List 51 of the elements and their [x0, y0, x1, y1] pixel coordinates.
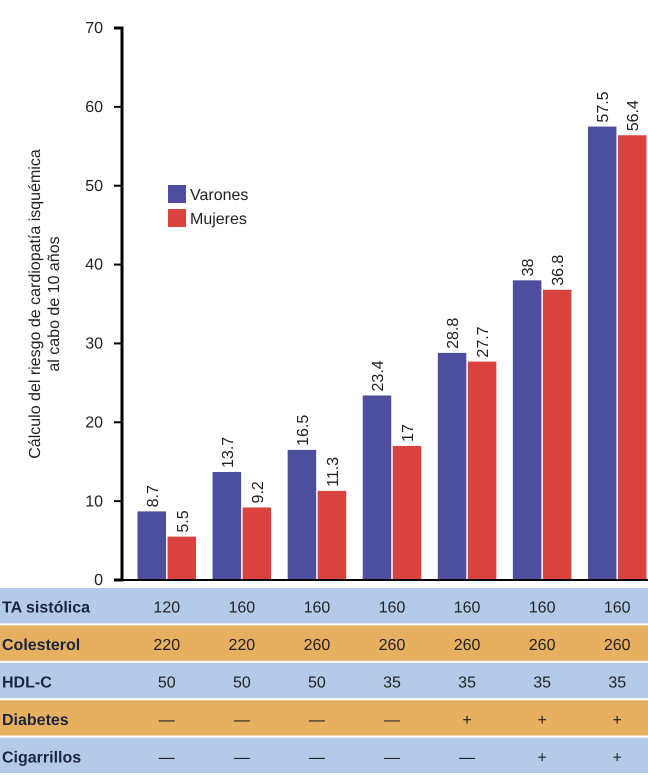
data-label: 38 [520, 258, 538, 276]
data-label: 27.7 [475, 326, 492, 358]
y-tick-label: 20 [85, 414, 104, 432]
text: Cigarrillos [2, 749, 82, 766]
data-label: 17 [400, 424, 418, 442]
category-label: 160 260 35 + + [604, 600, 631, 766]
category-label: 120 220 50 — — [153, 600, 180, 766]
bar [618, 135, 646, 580]
bar [318, 490, 346, 580]
y-tick-label: 40 [85, 256, 104, 274]
data-label: 57.5 [595, 91, 612, 123]
y-axis-title: Cálculo del riesgo de cardiopatía isquémica al cabo de 10 años [27, 149, 63, 459]
bar [438, 352, 466, 580]
legend-label: Varones [190, 187, 248, 204]
data-label: 28.8 [445, 318, 462, 349]
bar [542, 290, 572, 580]
data-label: 13.7 [220, 436, 237, 468]
bar [168, 536, 196, 580]
y-tick-label: 60 [85, 98, 104, 116]
bar [242, 507, 272, 580]
data-label: 8.7 [144, 485, 162, 508]
y-tick-label: 50 [85, 178, 104, 195]
bar [212, 472, 242, 580]
bar [588, 126, 616, 580]
category-label: 160 260 35 + — [454, 600, 480, 766]
bar [138, 511, 166, 580]
legend-label: Mujeres [190, 211, 247, 228]
y-tick-label: 0 [94, 572, 104, 590]
data-label: 23.4 [370, 360, 387, 392]
text: HDL-C [2, 674, 52, 692]
data-label: 16.5 [294, 414, 312, 446]
bar [392, 446, 422, 580]
y-tick-label: 10 [85, 493, 104, 510]
bar [362, 395, 392, 580]
category-label: 160 220 50 — — [228, 600, 256, 766]
category-label: 160 260 35 — — [378, 600, 406, 766]
data-label: 11.3 [324, 456, 342, 487]
bar [288, 450, 316, 580]
text: TA sistólica [2, 600, 90, 617]
category-label: 160 260 50 — — [304, 600, 330, 766]
data-label: 56.4 [625, 100, 642, 132]
bar [512, 280, 542, 580]
data-label: 36.8 [550, 254, 568, 286]
text: Diabetes [2, 712, 69, 729]
data-label: 9.2 [250, 481, 267, 504]
data-label: 5.5 [174, 510, 192, 533]
category-label: 160 260 35 + + [528, 600, 556, 766]
bar [468, 362, 496, 580]
y-tick-label: 30 [85, 336, 104, 353]
text: Colesterol [2, 637, 80, 654]
y-tick-label: 70 [85, 20, 104, 38]
